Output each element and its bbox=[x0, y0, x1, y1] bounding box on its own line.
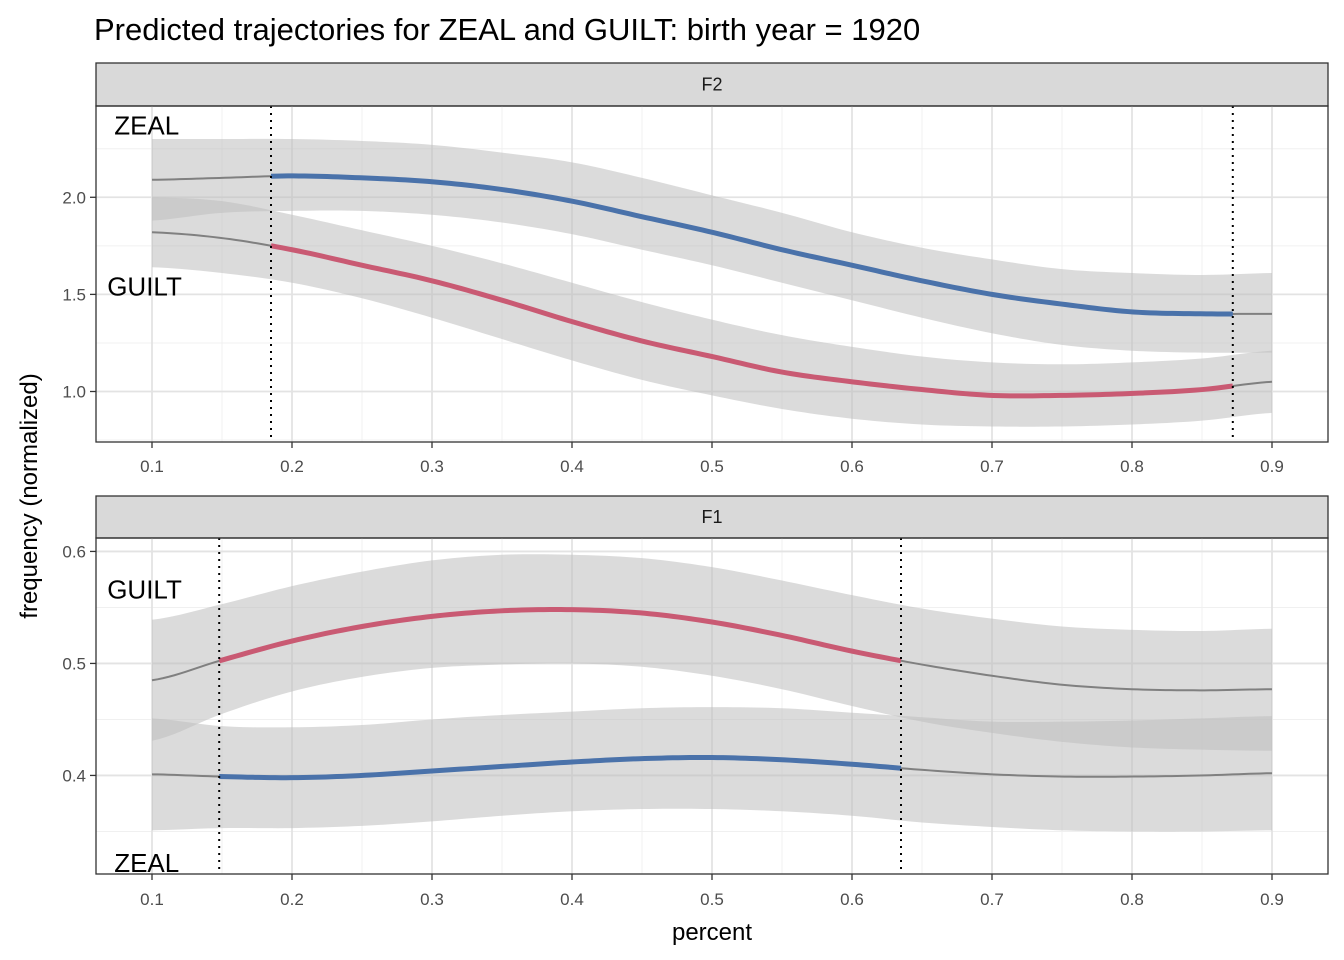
y-tick-label: 0.6 bbox=[62, 542, 86, 561]
panels-layer: F2 ZEAL GUILT 0.1 0.2 0.3 0.4 0.5 0.6 0.7 0.8 0.9 1.… bbox=[62, 62, 1329, 909]
annotation-guilt: GUILT bbox=[107, 575, 182, 605]
y-tick-label: 1.0 bbox=[62, 383, 86, 402]
highlight-segment-zeal bbox=[219, 754, 902, 781]
strip-label: F1 bbox=[701, 507, 722, 527]
y-tick-label: 0.4 bbox=[62, 766, 86, 785]
x-tick-label: 0.5 bbox=[700, 890, 724, 909]
y-tick-label: 1.5 bbox=[62, 285, 86, 304]
y-axis-title: frequency (normalized) bbox=[16, 373, 43, 618]
x-tick-label: 0.7 bbox=[980, 890, 1004, 909]
x-tick-label: 0.5 bbox=[700, 457, 724, 476]
annotation-zeal: ZEAL bbox=[114, 848, 179, 878]
x-tick-label: 0.6 bbox=[840, 890, 864, 909]
annotation-guilt: GUILT bbox=[107, 272, 182, 302]
x-tick-label: 0.1 bbox=[140, 890, 164, 909]
plot-area: GUILT ZEAL bbox=[96, 538, 1328, 878]
y-tick-label: 2.0 bbox=[62, 188, 86, 207]
x-tick-label: 0.3 bbox=[420, 890, 444, 909]
confidence-ribbon-zeal bbox=[152, 138, 1272, 353]
highlight-segment-zeal bbox=[270, 173, 1233, 317]
panel-f1: F1 GUILT ZEAL 0.1 0.2 0.3 0.4 0.5 0.6 0.7 0.8 0.9 0.… bbox=[62, 495, 1329, 909]
x-tick-label: 0.4 bbox=[560, 890, 584, 909]
strip-label: F2 bbox=[701, 75, 722, 95]
x-tick-label: 0.9 bbox=[1260, 890, 1284, 909]
panel-f2: F2 ZEAL GUILT 0.1 0.2 0.3 0.4 0.5 0.6 0.7 0.8 0.9 1.… bbox=[62, 62, 1329, 476]
strip-background bbox=[95, 495, 1329, 539]
x-tick-label: 0.1 bbox=[140, 457, 164, 476]
y-tick-label: 0.5 bbox=[62, 654, 86, 673]
x-tick-label: 0.6 bbox=[840, 457, 864, 476]
x-tick-label: 0.7 bbox=[980, 457, 1004, 476]
x-tick-label: 0.9 bbox=[1260, 457, 1284, 476]
x-tick-label: 0.8 bbox=[1120, 457, 1144, 476]
plot-area: ZEAL GUILT bbox=[96, 106, 1328, 442]
confidence-ribbon-zeal bbox=[152, 707, 1272, 832]
x-tick-label: 0.2 bbox=[280, 457, 304, 476]
confidence-ribbon-guilt bbox=[152, 197, 1272, 427]
x-tick-label: 0.3 bbox=[420, 457, 444, 476]
x-tick-label: 0.2 bbox=[280, 890, 304, 909]
strip-background bbox=[95, 62, 1329, 107]
confidence-ribbon-guilt bbox=[152, 554, 1272, 751]
x-tick-label: 0.8 bbox=[1120, 890, 1144, 909]
x-axis-title: percent bbox=[672, 919, 752, 946]
x-tick-label: 0.4 bbox=[560, 457, 584, 476]
chart-title: Predicted trajectories for ZEAL and GUIL… bbox=[94, 12, 920, 47]
highlight-segment-guilt bbox=[270, 243, 1234, 399]
annotation-zeal: ZEAL bbox=[114, 110, 179, 140]
highlight-segment-guilt bbox=[218, 607, 902, 664]
